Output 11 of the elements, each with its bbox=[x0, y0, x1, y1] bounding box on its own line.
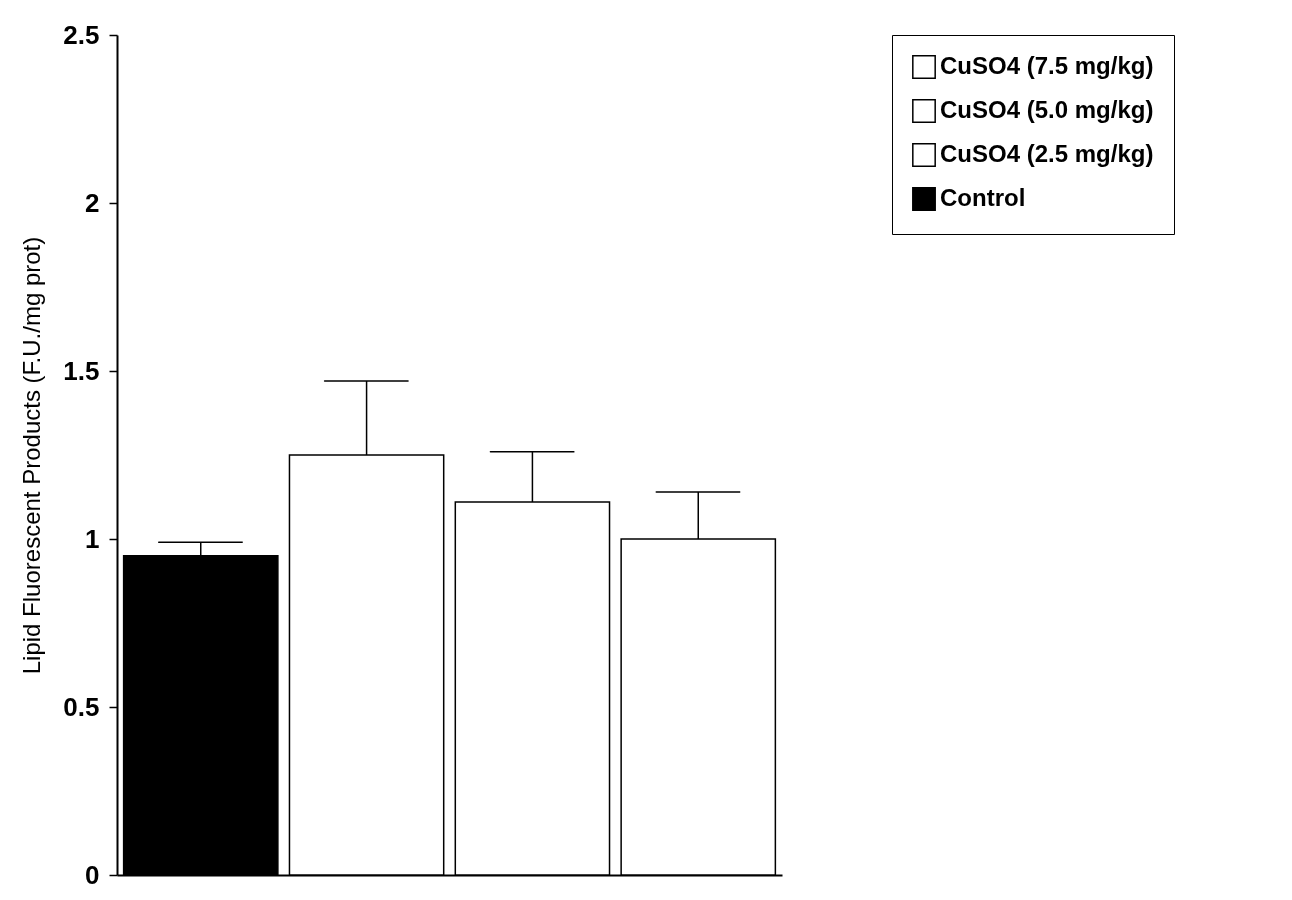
y-tick-label: 2.5 bbox=[63, 19, 100, 50]
legend-label: CuSO4 (7.5 mg/kg) bbox=[940, 52, 1154, 79]
y-tick-label: 0 bbox=[85, 859, 100, 890]
y-tick-label: 1 bbox=[85, 523, 100, 554]
y-tick-label: 0.5 bbox=[63, 691, 100, 722]
y-axis-title: Lipid Fluorescent Products (F.U./mg prot) bbox=[18, 236, 46, 675]
legend-label: CuSO4 (2.5 mg/kg) bbox=[940, 140, 1154, 167]
y-tick-label: 1.5 bbox=[63, 355, 100, 386]
legend-label: CuSO4 (5.0 mg/kg) bbox=[940, 96, 1154, 123]
legend-label: Control bbox=[940, 184, 1026, 211]
y-tick-label: 2 bbox=[85, 187, 100, 218]
